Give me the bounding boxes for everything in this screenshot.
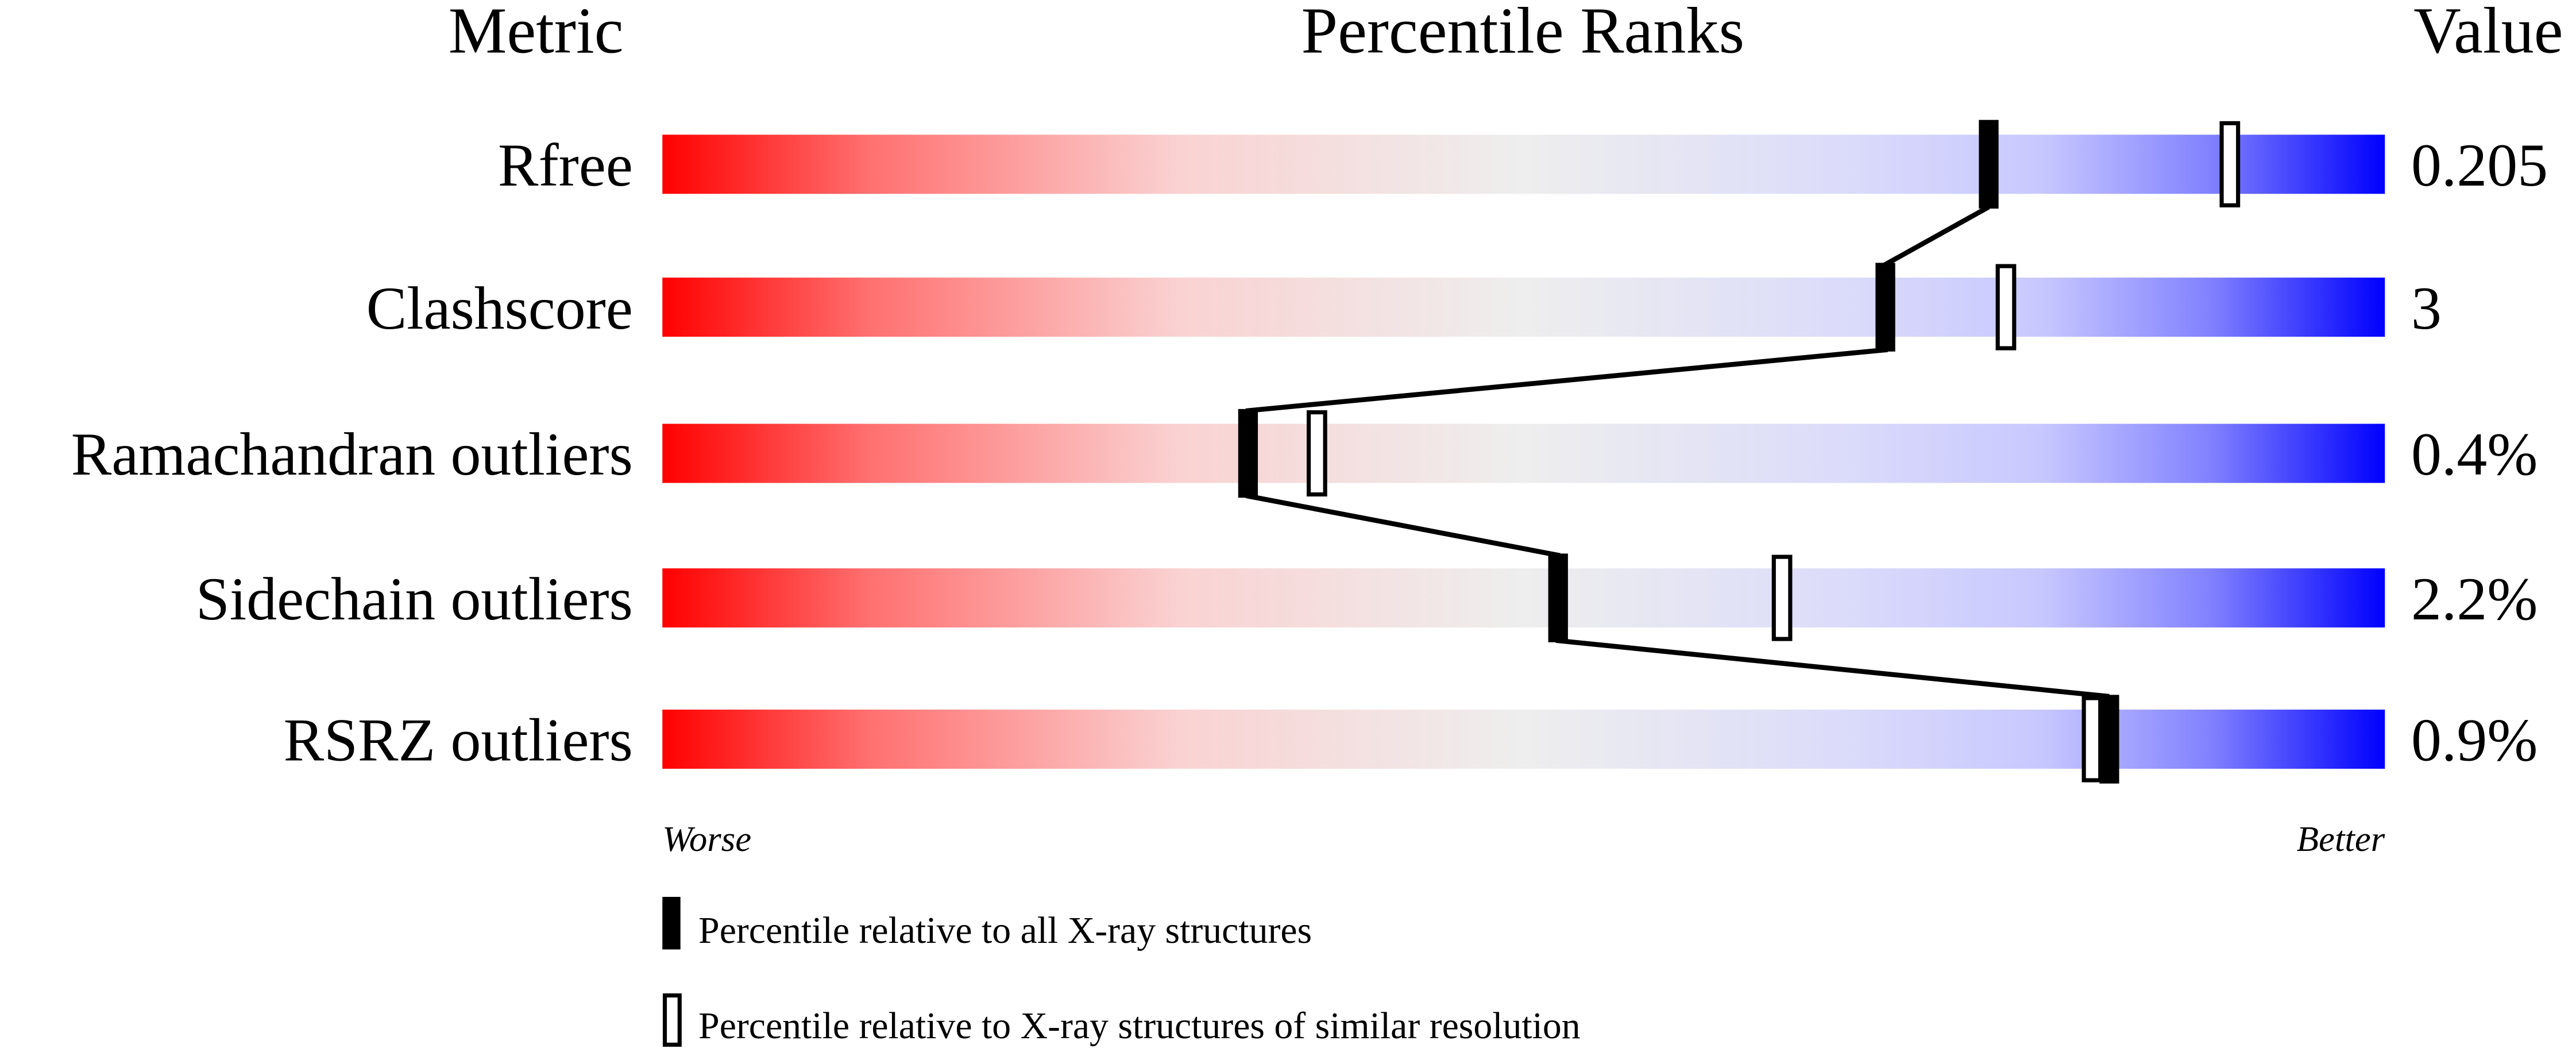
metric-label: RSRZ outliers — [284, 707, 633, 774]
marker-all-structures — [2099, 695, 2119, 784]
legend-filled-marker — [662, 896, 681, 950]
metric-value: 3 — [2411, 275, 2442, 342]
header-value: Value — [2413, 0, 2563, 67]
percentile-bar — [662, 134, 2385, 194]
marker-similar-resolution — [1771, 554, 1793, 641]
axis-better-label: Better — [2297, 819, 2385, 859]
axis-worse-label: Worse — [662, 819, 751, 859]
marker-similar-resolution — [2219, 121, 2241, 207]
marker-all-structures — [1875, 263, 1895, 352]
metric-label: Clashscore — [366, 275, 633, 342]
metric-value: 0.205 — [2411, 132, 2548, 199]
header-percentile-ranks: Percentile Ranks — [1301, 0, 1745, 67]
percentile-bar — [662, 710, 2385, 769]
metric-value: 2.2% — [2411, 565, 2538, 633]
marker-all-structures — [1238, 409, 1258, 498]
marker-similar-resolution — [2081, 696, 2103, 783]
marker-all-structures — [1979, 120, 1999, 209]
percentile-bar — [662, 568, 2385, 628]
metric-value: 0.4% — [2411, 421, 2538, 488]
marker-similar-resolution — [1307, 410, 1327, 497]
marker-all-structures — [1548, 553, 1568, 642]
marker-similar-resolution — [1995, 264, 2017, 350]
legend-all-label: Percentile relative to all X-ray structu… — [698, 910, 1312, 951]
legend-open-marker — [662, 993, 682, 1047]
header-metric: Metric — [449, 0, 624, 67]
metric-label: Ramachandran outliers — [71, 421, 633, 488]
legend-similar-label: Percentile relative to X-ray structures … — [698, 1005, 1581, 1047]
percentile-bar — [662, 423, 2385, 483]
metric-label: Rfree — [498, 132, 633, 199]
metric-label: Sidechain outliers — [196, 565, 633, 633]
percentile-bar — [662, 278, 2385, 337]
metric-value: 0.9% — [2411, 707, 2538, 774]
